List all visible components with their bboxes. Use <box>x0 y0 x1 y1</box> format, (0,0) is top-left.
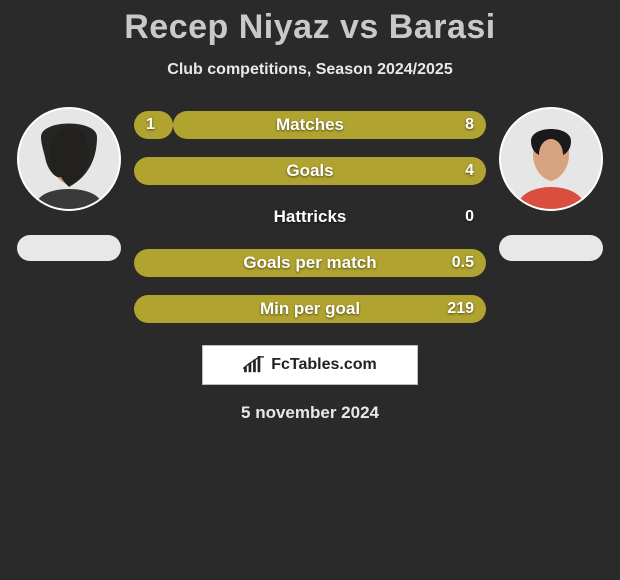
bar-label: Goals <box>286 161 333 181</box>
date-label: 5 november 2024 <box>0 403 620 423</box>
bar-value-right: 0.5 <box>452 254 474 272</box>
bar-value-right: 0 <box>465 208 474 226</box>
bar-value-right: 219 <box>447 300 474 318</box>
bar-label: Min per goal <box>260 299 360 319</box>
player-left-avatar <box>17 107 121 211</box>
brand-watermark: FcTables.com <box>202 345 418 385</box>
brand-text: FcTables.com <box>271 356 377 374</box>
stat-bar: Matches 1 8 <box>134 111 486 139</box>
stat-bar: Goals 4 <box>134 157 486 185</box>
bar-value-right: 8 <box>465 116 474 134</box>
bar-label: Goals per match <box>243 253 376 273</box>
player-left-team-badge <box>17 235 121 261</box>
avatar-placeholder-icon <box>19 109 119 209</box>
stat-bar: Hattricks 0 <box>134 203 486 231</box>
player-right-avatar <box>499 107 603 211</box>
avatar-placeholder-icon <box>501 109 601 209</box>
page-title: Recep Niyaz vs Barasi <box>0 8 620 47</box>
bar-value-left: 1 <box>146 116 155 134</box>
stat-bar: Goals per match 0.5 <box>134 249 486 277</box>
stat-bar: Min per goal 219 <box>134 295 486 323</box>
player-left-column <box>16 107 122 261</box>
main-row: Matches 1 8 Goals 4 Hattricks 0 Goals per match… <box>0 107 620 323</box>
bar-label: Matches <box>276 115 344 135</box>
player-right-team-badge <box>499 235 603 261</box>
comparison-card: Recep Niyaz vs Barasi Club competitions,… <box>0 0 620 423</box>
bar-label: Hattricks <box>274 207 347 227</box>
player-right-column <box>498 107 604 261</box>
subtitle: Club competitions, Season 2024/2025 <box>0 61 620 79</box>
bar-value-right: 4 <box>465 162 474 180</box>
bar-chart-icon <box>243 356 265 374</box>
stat-bars: Matches 1 8 Goals 4 Hattricks 0 Goals per match… <box>134 107 486 323</box>
